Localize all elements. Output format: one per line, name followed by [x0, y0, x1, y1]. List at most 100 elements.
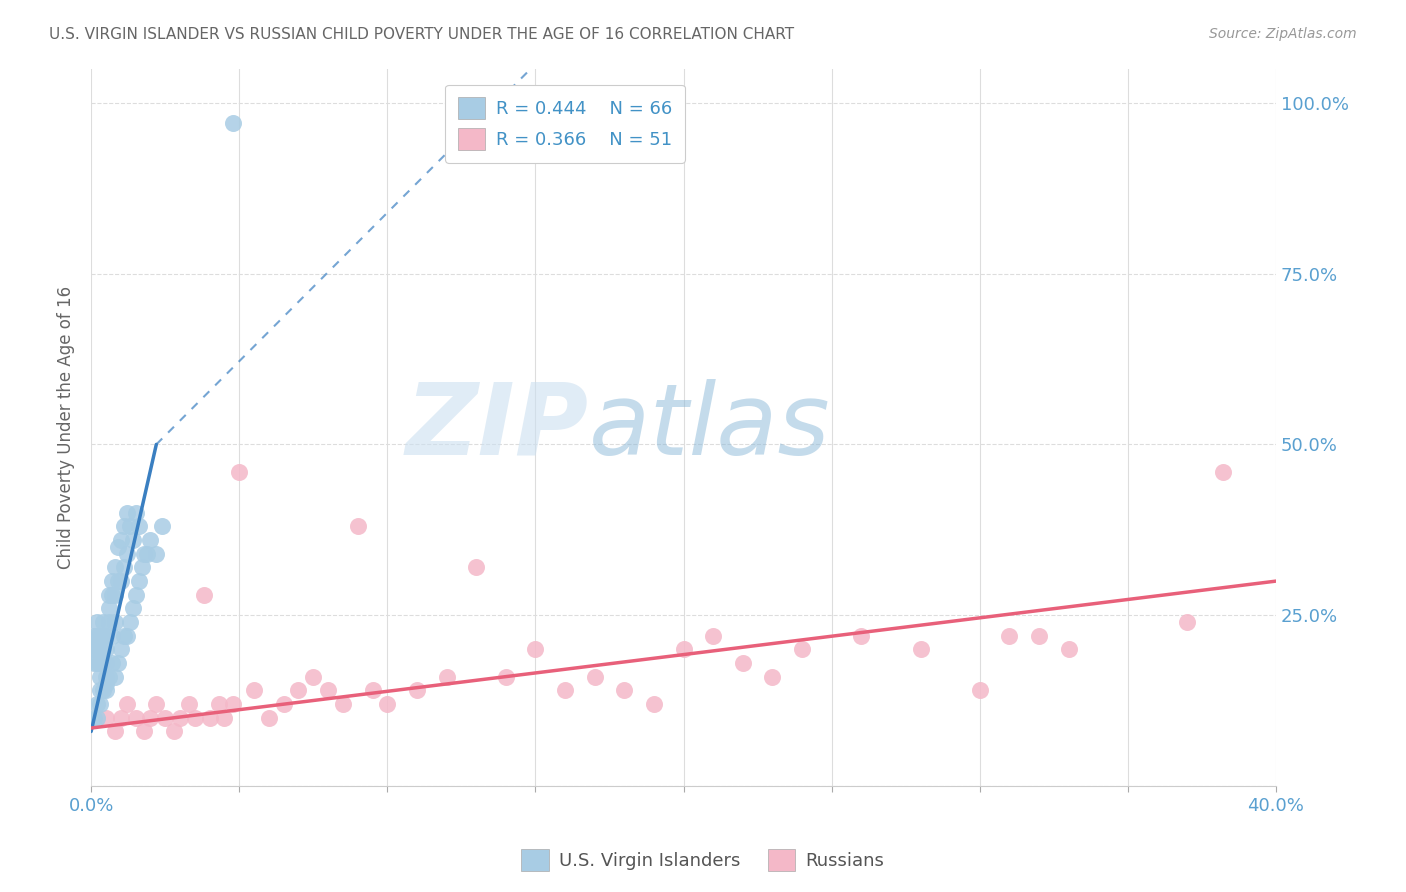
Point: [104, 615, 127, 629]
Point: [91, 656, 114, 670]
Point: [613, 683, 636, 698]
Point: [118, 615, 141, 629]
Point: [243, 683, 266, 698]
Point: [406, 683, 429, 698]
Text: Source: ZipAtlas.com: Source: ZipAtlas.com: [1209, 27, 1357, 41]
Point: [128, 574, 150, 588]
Point: [107, 574, 129, 588]
Point: [97, 670, 120, 684]
Point: [97, 601, 120, 615]
Point: [91, 683, 114, 698]
Point: [110, 642, 132, 657]
Point: [115, 506, 138, 520]
Point: [115, 629, 138, 643]
Point: [83, 656, 105, 670]
Point: [139, 533, 162, 547]
Point: [94, 711, 117, 725]
Point: [198, 711, 221, 725]
Point: [139, 711, 162, 725]
Point: [94, 656, 117, 670]
Point: [761, 670, 783, 684]
Point: [495, 670, 517, 684]
Point: [228, 465, 250, 479]
Point: [86, 629, 108, 643]
Point: [107, 540, 129, 554]
Point: [121, 601, 143, 615]
Point: [86, 697, 108, 711]
Text: ZIP: ZIP: [406, 379, 589, 475]
Point: [851, 629, 873, 643]
Point: [731, 656, 754, 670]
Point: [110, 533, 132, 547]
Point: [136, 547, 159, 561]
Point: [110, 574, 132, 588]
Point: [91, 642, 114, 657]
Legend: R = 0.444    N = 66, R = 0.366    N = 51: R = 0.444 N = 66, R = 0.366 N = 51: [446, 85, 685, 163]
Point: [377, 697, 399, 711]
Point: [998, 629, 1021, 643]
Point: [91, 629, 114, 643]
Point: [702, 629, 724, 643]
Point: [115, 547, 138, 561]
Point: [89, 656, 111, 670]
Point: [101, 588, 124, 602]
Point: [89, 670, 111, 684]
Point: [83, 711, 105, 725]
Point: [89, 697, 111, 711]
Point: [101, 574, 124, 588]
Point: [104, 724, 127, 739]
Point: [790, 642, 813, 657]
Point: [672, 642, 695, 657]
Point: [97, 588, 120, 602]
Point: [131, 560, 153, 574]
Point: [153, 711, 176, 725]
Point: [86, 615, 108, 629]
Point: [346, 519, 368, 533]
Point: [112, 629, 135, 643]
Text: atlas: atlas: [589, 379, 831, 475]
Point: [128, 519, 150, 533]
Y-axis label: Child Poverty Under the Age of 16: Child Poverty Under the Age of 16: [58, 285, 75, 569]
Point: [177, 697, 200, 711]
Point: [169, 711, 191, 725]
Point: [115, 697, 138, 711]
Point: [89, 629, 111, 643]
Point: [124, 506, 146, 520]
Point: [316, 683, 339, 698]
Point: [145, 547, 167, 561]
Point: [86, 642, 108, 657]
Point: [94, 683, 117, 698]
Point: [134, 724, 156, 739]
Point: [969, 683, 991, 698]
Point: [1028, 629, 1050, 643]
Point: [193, 588, 215, 602]
Text: U.S. VIRGIN ISLANDER VS RUSSIAN CHILD POVERTY UNDER THE AGE OF 16 CORRELATION CH: U.S. VIRGIN ISLANDER VS RUSSIAN CHILD PO…: [49, 27, 794, 42]
Point: [214, 711, 236, 725]
Point: [86, 711, 108, 725]
Point: [83, 629, 105, 643]
Point: [101, 629, 124, 643]
Point: [110, 711, 132, 725]
Point: [112, 560, 135, 574]
Point: [583, 670, 606, 684]
Point: [436, 670, 458, 684]
Point: [554, 683, 576, 698]
Point: [145, 697, 167, 711]
Point: [222, 697, 245, 711]
Point: [524, 642, 547, 657]
Point: [112, 519, 135, 533]
Point: [163, 724, 186, 739]
Point: [89, 642, 111, 657]
Point: [121, 533, 143, 547]
Point: [94, 670, 117, 684]
Point: [1175, 615, 1198, 629]
Point: [643, 697, 665, 711]
Point: [1212, 465, 1234, 479]
Point: [104, 560, 127, 574]
Point: [91, 615, 114, 629]
Point: [273, 697, 295, 711]
Point: [150, 519, 173, 533]
Point: [287, 683, 309, 698]
Point: [222, 116, 245, 130]
Point: [207, 697, 229, 711]
